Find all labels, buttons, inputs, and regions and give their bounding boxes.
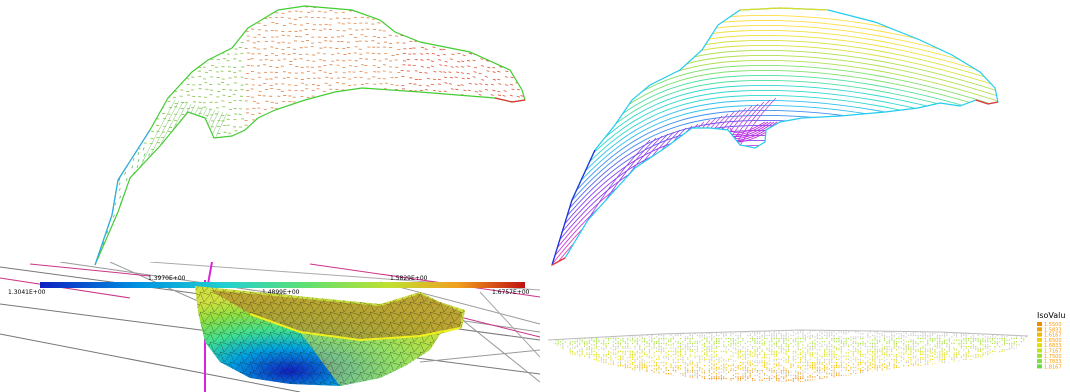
cross-section-panel: IsoValu 1.5500 1.5833 1.6167 1.6500 1.6833 1.… bbox=[540, 270, 1070, 392]
legend-swatch bbox=[1037, 364, 1042, 369]
surface-mesh bbox=[195, 286, 465, 386]
legend-swatch bbox=[1037, 359, 1042, 364]
colorbar-lower-label: 1.6757E+00 bbox=[492, 289, 530, 296]
colorbar: 1.3970E+00 1.5829E+00 1.3041E+00 1.4899E… bbox=[8, 275, 530, 296]
legend-value: 1.7500 bbox=[1044, 354, 1062, 360]
legend-swatch bbox=[1037, 348, 1042, 353]
legend-swatch bbox=[1037, 337, 1042, 342]
colorbar-upper-label: 1.3970E+00 bbox=[148, 275, 186, 282]
cross-section-plot: IsoValu 1.55001.58331.61671.65001.68331.… bbox=[547, 311, 1065, 382]
colorbar-lower-label: 1.3041E+00 bbox=[8, 289, 46, 296]
legend-value: 1.6833 bbox=[1044, 343, 1062, 349]
isoline-panel bbox=[540, 0, 1070, 270]
contour-lines bbox=[552, 15, 998, 265]
surface-3d-plot: 1.3970E+00 1.5829E+00 1.3041E+00 1.4899E… bbox=[0, 262, 540, 392]
isoline-plot bbox=[550, 7, 999, 267]
legend-swatch bbox=[1037, 353, 1042, 358]
isovalue-legend: IsoValu 1.55001.58331.61671.65001.68331.… bbox=[1037, 311, 1065, 370]
legend-value: 1.5500 bbox=[1044, 322, 1062, 328]
legend-value: 1.6500 bbox=[1044, 338, 1062, 344]
legend-swatch bbox=[1037, 332, 1042, 337]
legend-value: 1.5833 bbox=[1044, 327, 1062, 333]
vector-field-plot bbox=[94, 5, 526, 266]
domain-boundary bbox=[550, 7, 999, 267]
legend-title: IsoValu bbox=[1037, 311, 1065, 320]
surface-3d-panel: 1.3970E+00 1.5829E+00 1.3041E+00 1.4899E… bbox=[0, 262, 540, 392]
legend-value: 1.7167 bbox=[1044, 349, 1062, 355]
legend-swatch bbox=[1037, 327, 1042, 332]
section-points bbox=[548, 330, 1027, 382]
domain-boundary bbox=[94, 5, 526, 266]
legend-value: 1.8167 bbox=[1044, 364, 1062, 370]
legend-swatch bbox=[1037, 322, 1042, 326]
legend-value: 1.6167 bbox=[1044, 333, 1062, 339]
vector-field-panel bbox=[0, 0, 540, 270]
vector-arrows bbox=[95, 6, 525, 265]
legend-swatch bbox=[1037, 343, 1042, 348]
colorbar-upper-label: 1.5829E+00 bbox=[390, 275, 428, 282]
colorbar-lower-label: 1.4899E+00 bbox=[262, 289, 300, 296]
legend-value: 1.7833 bbox=[1044, 359, 1062, 365]
colorbar-gradient bbox=[40, 282, 525, 288]
